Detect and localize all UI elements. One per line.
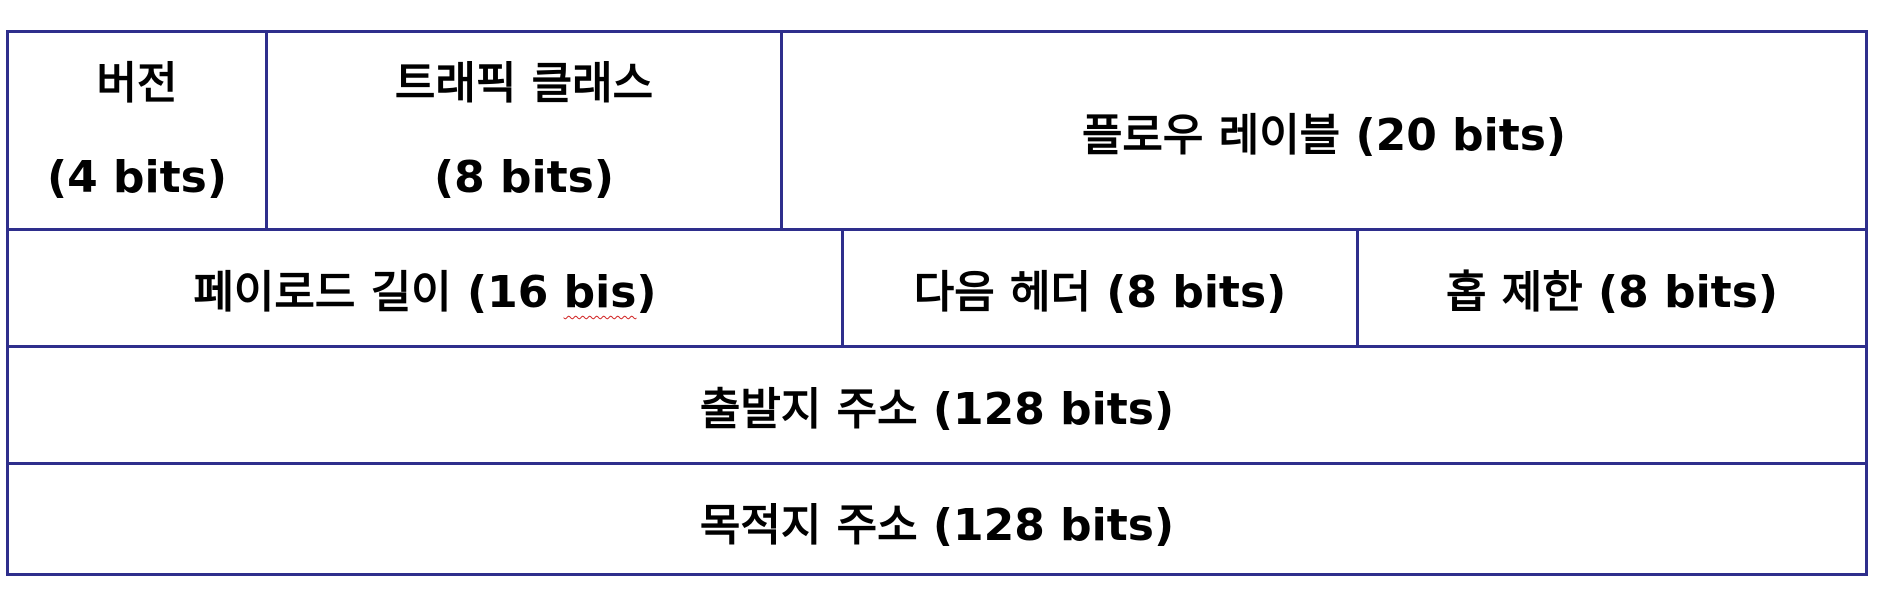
version-field: 버전 (4 bits) <box>9 33 265 228</box>
payload-length-field-text: 페이로드 길이 (16 bis) <box>193 256 656 320</box>
source-address-field-text: 출발지 주소 (128 bits) <box>699 384 1175 435</box>
payload-length-prefix: 페이로드 길이 (16 <box>193 267 564 318</box>
hop-limit-field-text: 홉 제한 (8 bits) <box>1445 267 1779 318</box>
payload-length-suffix: ) <box>636 267 657 318</box>
destination-address-field: 목적지 주소 (128 bits) <box>9 465 1865 576</box>
source-address-field: 출발지 주소 (128 bits) <box>9 348 1865 462</box>
traffic-class-field: 트래픽 클래스 (8 bits) <box>265 33 780 228</box>
ipv6-header-diagram: 버전 (4 bits) 트래픽 클래스 (8 bits) 플로우 레이블 (20… <box>6 30 1868 576</box>
payload-length-field: 페이로드 길이 (16 bis) <box>9 231 841 345</box>
payload-length-misspelled-word: bis <box>563 267 637 318</box>
version-field-name: 버전 <box>96 57 178 109</box>
flow-label-field-text: 플로우 레이블 (20 bits) <box>1081 109 1567 161</box>
hop-limit-field: 홉 제한 (8 bits) <box>1356 231 1865 345</box>
traffic-class-field-name: 트래픽 클래스 <box>394 57 654 109</box>
destination-address-field-text: 목적지 주소 (128 bits) <box>699 499 1175 551</box>
header-row-4: 목적지 주소 (128 bits) <box>9 462 1865 576</box>
traffic-class-field-size: (8 bits) <box>434 151 614 203</box>
header-row-1: 버전 (4 bits) 트래픽 클래스 (8 bits) 플로우 레이블 (20… <box>9 33 1865 228</box>
next-header-field: 다음 헤더 (8 bits) <box>841 231 1356 345</box>
header-row-2: 페이로드 길이 (16 bis) 다음 헤더 (8 bits) 홉 제한 (8 … <box>9 228 1865 345</box>
header-row-3: 출발지 주소 (128 bits) <box>9 345 1865 462</box>
next-header-field-text: 다음 헤더 (8 bits) <box>913 267 1287 318</box>
version-field-size: (4 bits) <box>47 151 227 203</box>
flow-label-field: 플로우 레이블 (20 bits) <box>780 33 1865 228</box>
